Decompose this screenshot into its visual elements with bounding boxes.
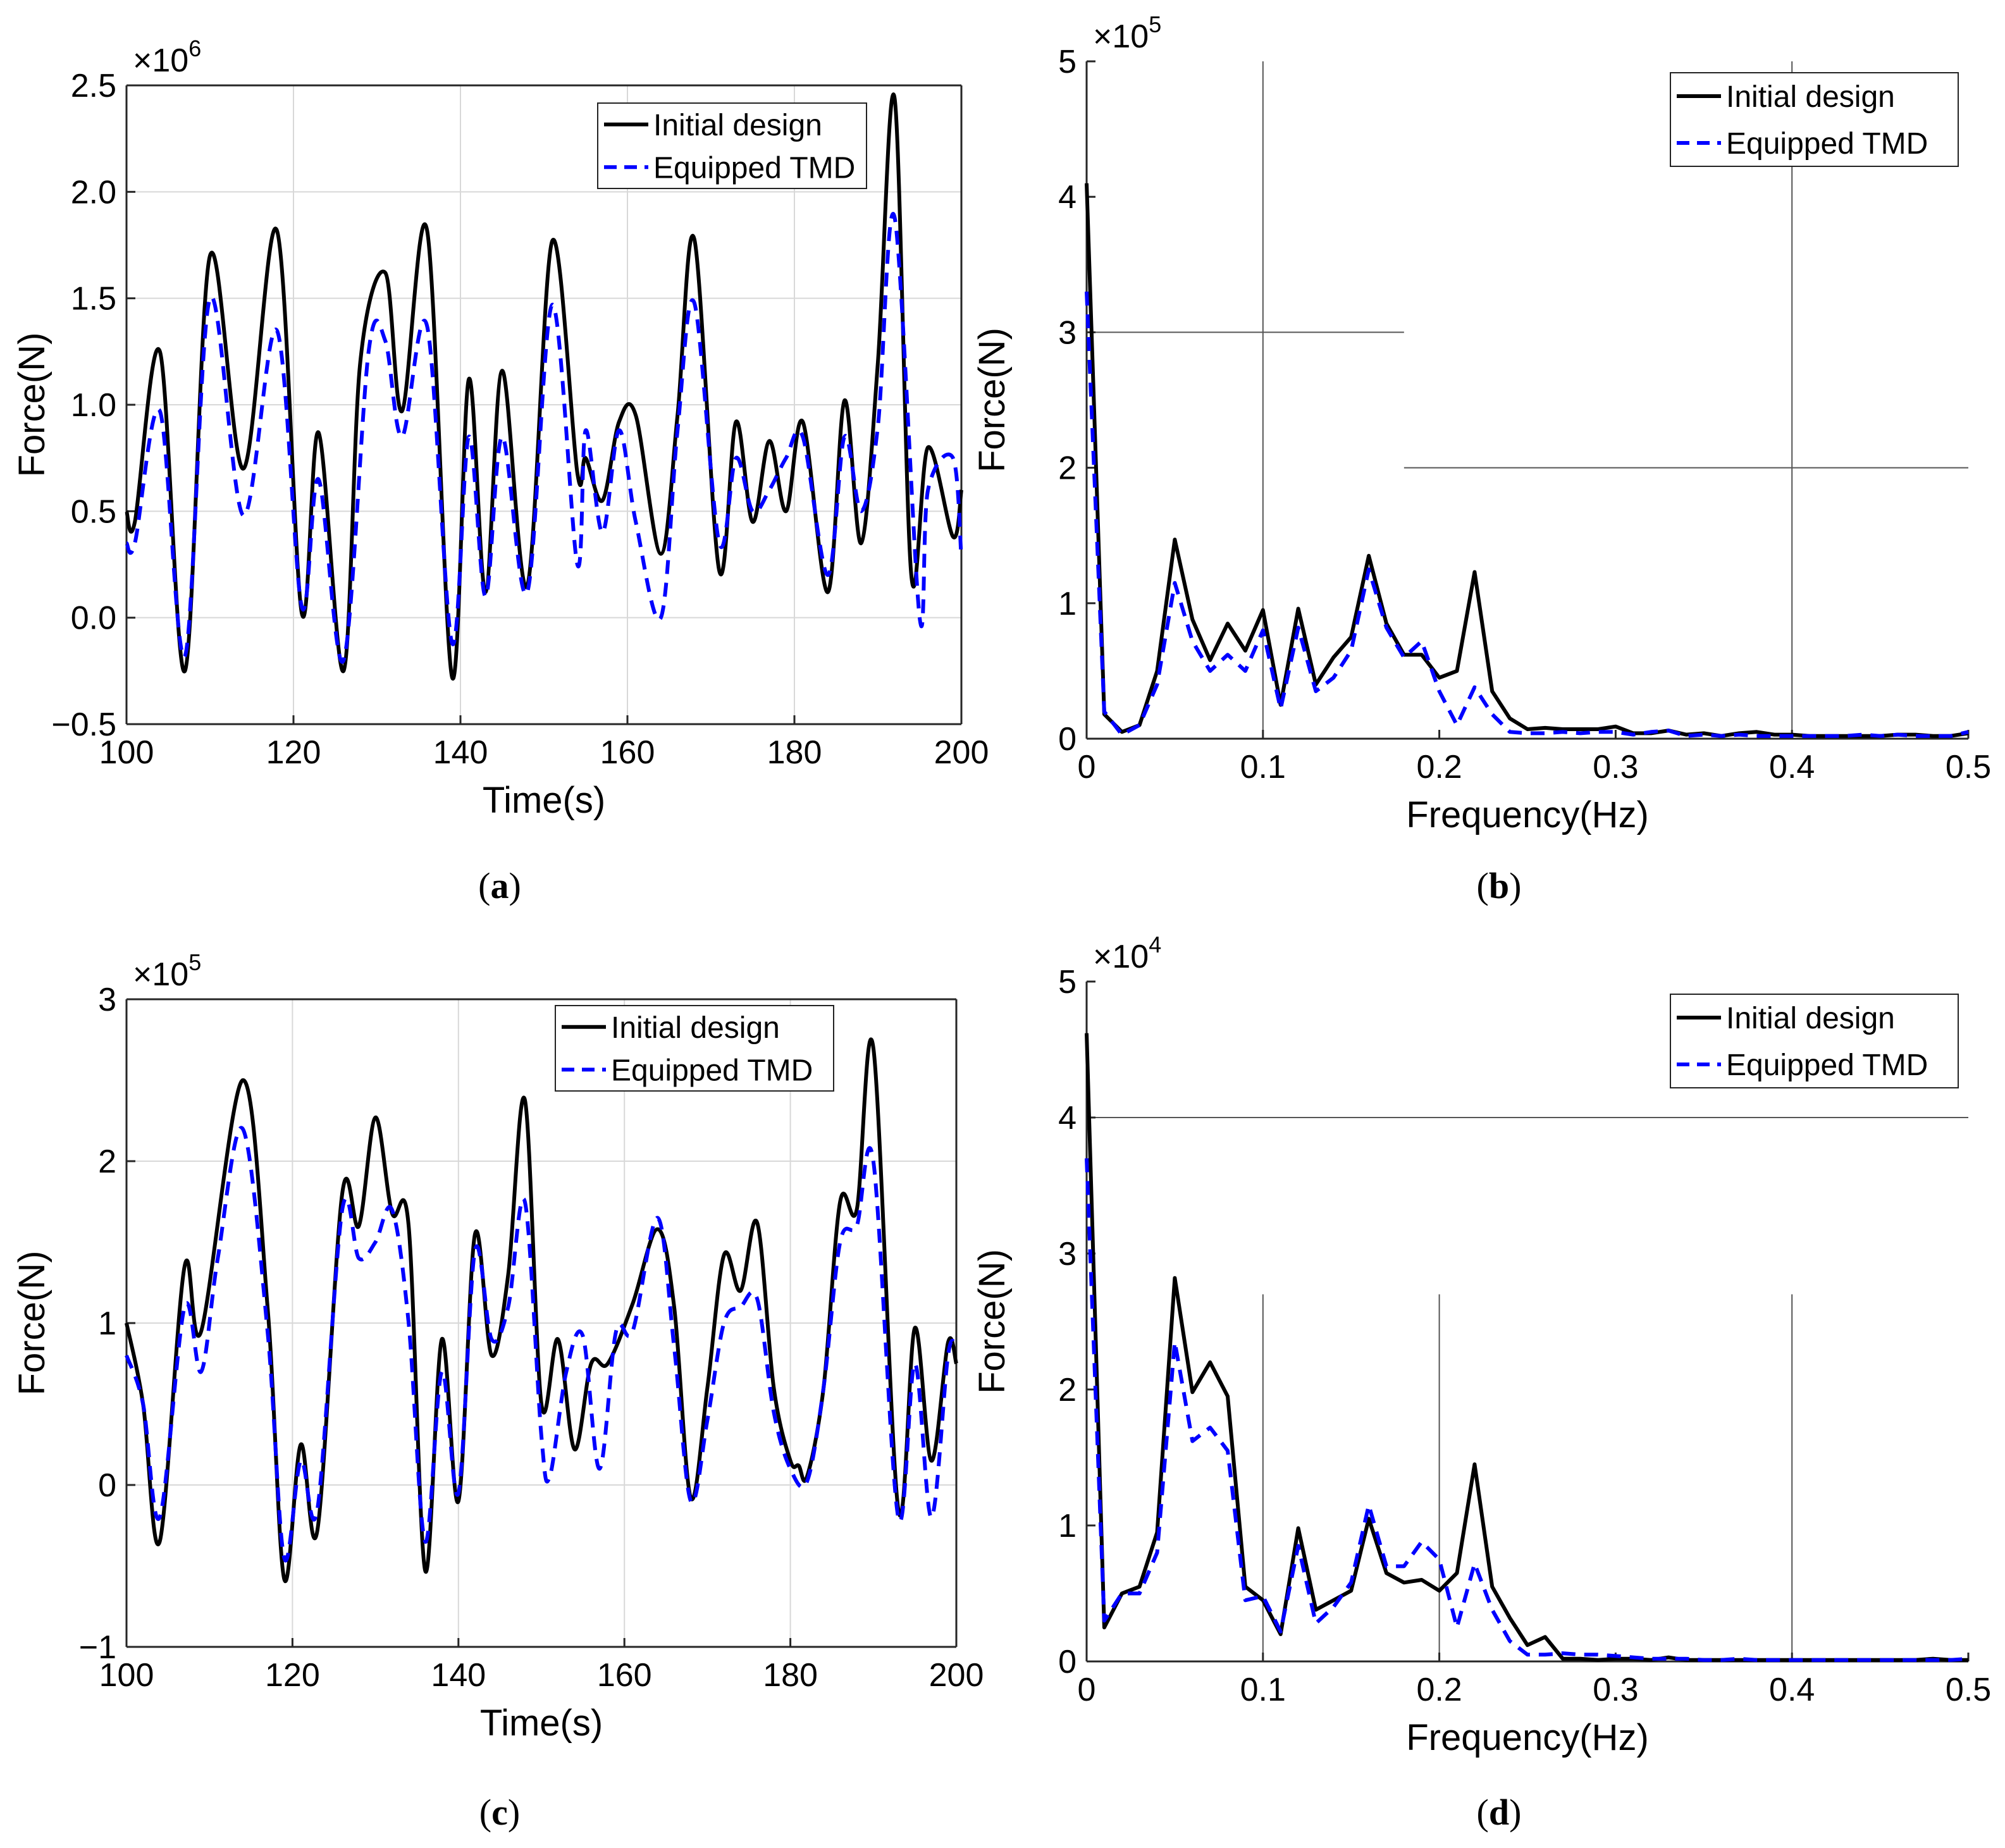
y-tick-label: 3 [1058,314,1077,351]
legend-label-initial-design: Initial design [1726,80,1895,114]
y-tick-label: 0 [1058,1644,1077,1680]
x-tick-label: 180 [763,1657,818,1694]
x-tick-label: 160 [600,734,655,771]
x-tick-label: 0.3 [1593,749,1638,785]
x-tick-label: 0.4 [1769,749,1815,785]
series-line-equipped-tmd [125,212,963,664]
y-tick-label: 1 [98,1305,116,1342]
legend-label-equipped-tmd: Equipped TMD [1726,127,1928,161]
y-tick-label: 3 [98,982,116,1018]
x-tick-label: 0.1 [1240,1672,1286,1708]
series-line-initial-design [1085,183,1969,738]
x-tick-label: 140 [433,734,488,771]
panel-b: 0 0.1 0.2 0.3 0.4 0.5012345×105Frequency(Hz)F… [972,11,1991,906]
x-tick-label: 120 [265,1657,320,1694]
x-tick-label: 100 [99,1657,154,1694]
y-tick-label: 1.0 [71,387,116,424]
legend-label-initial-design: Initial design [1726,1002,1895,1035]
legend-label-initial-design: Initial design [653,109,822,142]
y-tick-label: 3 [1058,1236,1077,1272]
x-tick-label: 0 [1078,1672,1096,1708]
y-tick-label: 0 [1058,721,1077,758]
x-axis-label: Frequency(Hz) [1406,1717,1649,1758]
y-axis-label: Force(N) [972,1249,1013,1394]
legend-box [597,102,867,189]
x-tick-label: 100 [99,734,154,771]
legend-label-equipped-tmd: Equipped TMD [1726,1049,1928,1082]
legend-label-initial-design: Initial design [611,1011,780,1045]
y-tick-label: −1 [79,1629,116,1666]
y-tick-label: 4 [1058,179,1077,216]
legend-box [555,1005,834,1092]
y-tick-label: −0.5 [51,706,116,743]
x-axis-label: Frequency(Hz) [1406,794,1649,835]
y-tick-label: 1 [1058,1508,1077,1544]
y-axis-label: Force(N) [972,328,1013,472]
y-exponent-label: ×105 [133,949,201,993]
legend-box [1670,72,1959,167]
panel-c: 100 120 140 160 180 200 −1 0 1 2 3 ×105 Time(s) Force… [11,949,984,1833]
x-tick-label: 0.5 [1946,749,1991,785]
legend: Initial design Equipped TMD [555,1005,834,1092]
series-line-initial-design [125,92,963,681]
y-tick-label: 4 [1058,1100,1077,1137]
y-tick-label: 2 [98,1143,116,1180]
x-tick-label: 160 [597,1657,652,1694]
panel-a: 100 120 140 160 180 200 −0.5 0.0 0.5 1.0 1.5 2.0 2.5… [11,35,989,906]
x-tick-label: 200 [929,1657,984,1694]
y-tick-label: 2 [1058,1372,1077,1408]
y-axis-label: Force(N) [11,333,52,477]
panel-d: 0 0.1 0.2 0.3 0.4 0.5012345×104Frequency(Hz)F… [972,932,1991,1833]
y-tick-label: 2.0 [71,174,116,211]
x-axis-label: Time(s) [480,1703,603,1744]
x-tick-label: 140 [431,1657,486,1694]
y-tick-label: 0.5 [71,493,116,530]
legend-label-equipped-tmd: Equipped TMD [653,151,855,185]
legend: Initial design Equipped TMD [1670,72,1959,167]
series-line-equipped-tmd [1085,1158,1969,1662]
caption-c: (c) [479,1792,520,1833]
series-line-equipped-tmd [125,1126,958,1563]
x-tick-label: 0.1 [1240,749,1286,785]
x-tick-label: 0.3 [1593,1672,1638,1708]
y-tick-label: 2 [1058,450,1077,487]
legend: Initial design Equipped TMD [1670,994,1959,1088]
y-tick-label: 2.5 [71,68,116,104]
y-tick-label: 5 [1058,964,1077,1001]
y-tick-label: 0.0 [71,600,116,637]
x-tick-label: 0.5 [1946,1672,1991,1708]
legend-box [1670,994,1959,1088]
x-axis-label: Time(s) [483,780,605,821]
y-tick-label: 1.5 [71,281,116,317]
legend: Initial design Equipped TMD [597,102,867,189]
caption-b: (b) [1477,865,1522,906]
y-axis-label: Force(N) [11,1251,52,1396]
caption-d: (d) [1477,1792,1522,1833]
x-tick-label: 0.2 [1416,749,1462,785]
legend-label-equipped-tmd: Equipped TMD [611,1054,813,1087]
y-tick-label: 1 [1058,586,1077,622]
x-tick-label: 200 [934,734,989,771]
y-tick-label: 0 [98,1467,116,1504]
y-tick-label: 5 [1058,44,1077,80]
x-tick-label: 0.4 [1769,1672,1815,1708]
caption-a: (a) [478,865,521,906]
x-tick-label: 0.2 [1416,1672,1462,1708]
x-tick-label: 120 [266,734,321,771]
x-tick-label: 0 [1078,749,1096,785]
series-line-initial-design [125,1037,958,1584]
x-tick-label: 180 [767,734,822,771]
